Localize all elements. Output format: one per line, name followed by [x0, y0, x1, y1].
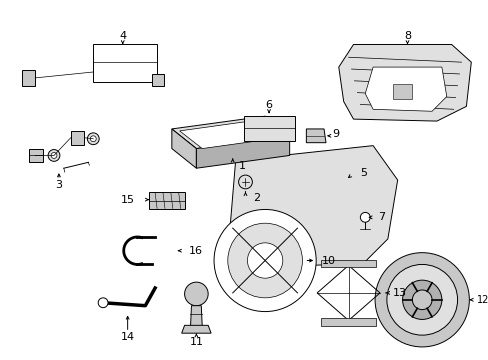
Text: 1: 1 [238, 161, 245, 171]
Circle shape [386, 265, 457, 335]
Polygon shape [321, 319, 375, 326]
Circle shape [98, 298, 108, 308]
Circle shape [374, 253, 468, 347]
Polygon shape [243, 116, 294, 141]
Text: 9: 9 [331, 129, 338, 139]
Text: 2: 2 [253, 193, 260, 203]
Circle shape [184, 282, 208, 306]
Polygon shape [21, 70, 35, 86]
Text: 14: 14 [121, 332, 134, 342]
Polygon shape [71, 131, 84, 145]
Polygon shape [321, 260, 375, 267]
Polygon shape [225, 146, 397, 268]
Circle shape [247, 243, 282, 278]
Circle shape [51, 153, 57, 158]
Text: 7: 7 [377, 212, 385, 222]
Circle shape [90, 136, 96, 142]
Polygon shape [196, 136, 289, 168]
Polygon shape [152, 74, 163, 86]
Text: 4: 4 [119, 31, 126, 41]
Text: 11: 11 [189, 337, 203, 347]
Circle shape [214, 210, 316, 311]
Text: 15: 15 [121, 195, 134, 204]
Circle shape [360, 212, 369, 222]
Polygon shape [338, 45, 470, 121]
Text: 6: 6 [265, 100, 272, 111]
Polygon shape [392, 84, 411, 99]
Circle shape [48, 149, 60, 161]
Polygon shape [305, 129, 325, 143]
Polygon shape [93, 45, 157, 82]
Polygon shape [365, 67, 446, 111]
Text: 8: 8 [403, 31, 410, 41]
Polygon shape [149, 192, 184, 210]
Polygon shape [181, 325, 211, 333]
Polygon shape [29, 149, 43, 162]
Polygon shape [179, 120, 279, 149]
Text: 5: 5 [360, 168, 366, 178]
Polygon shape [171, 116, 289, 149]
Circle shape [411, 290, 431, 310]
Polygon shape [171, 129, 196, 168]
Circle shape [238, 175, 252, 189]
Circle shape [87, 133, 99, 145]
Circle shape [402, 280, 441, 319]
Text: 10: 10 [322, 256, 335, 266]
Polygon shape [190, 306, 202, 327]
Text: 16: 16 [188, 246, 202, 256]
Text: 3: 3 [55, 180, 62, 190]
Text: 13: 13 [392, 288, 406, 298]
Text: 12: 12 [476, 295, 488, 305]
Circle shape [227, 223, 302, 298]
